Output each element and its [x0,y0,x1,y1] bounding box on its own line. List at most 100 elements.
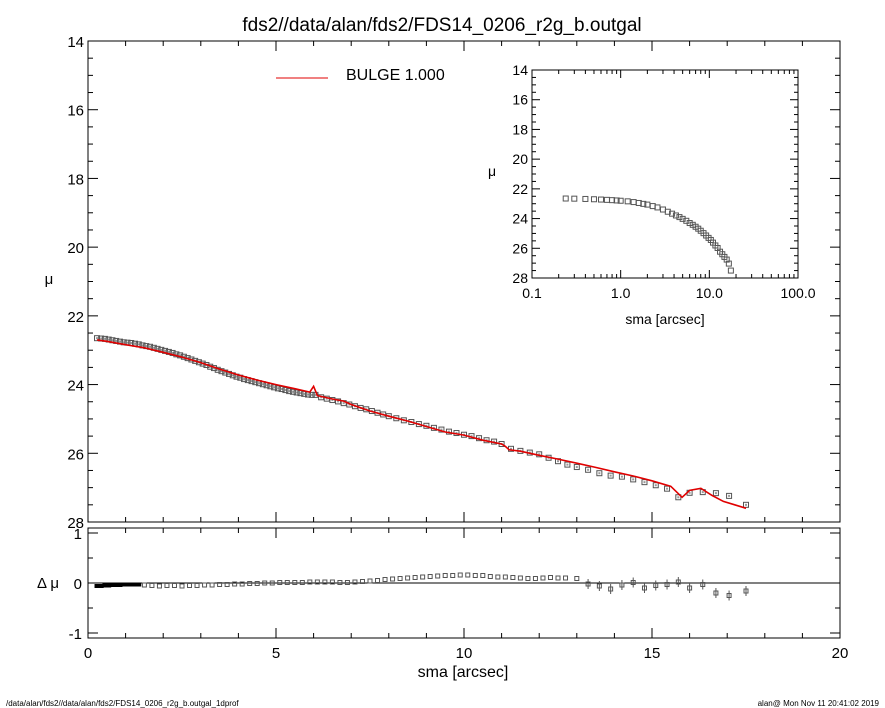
data-point-fill [130,341,133,344]
inset-x-axis-label: sma [arcsec] [625,311,704,327]
y-tick-label: 18 [67,171,84,188]
data-point [712,490,719,497]
residual-point [322,579,328,585]
residual-point [367,578,373,584]
residual-point [224,582,230,587]
inset-point [727,267,734,274]
inset-point [613,197,620,204]
data-point [585,466,592,473]
main-x-axis-label: sma [arcsec] [418,664,509,681]
data-point [743,501,749,508]
y-tick-label: 20 [512,151,528,167]
residual-point [517,575,523,581]
residual-point [465,572,471,578]
data-point-fill [455,432,458,435]
residual-data-points [94,572,749,601]
data-point-fill [100,337,103,340]
residual-point [314,579,320,585]
data-point-fill [111,339,114,342]
data-point-fill [209,365,212,368]
main-data-points [94,335,749,508]
residual-point [337,580,343,585]
y-tick-label: 22 [67,309,84,326]
residual-point [269,580,275,586]
data-point-fill [310,393,313,396]
main-panel: 14 16 18 20 22 24 26 28 μ BULGE 1.000 [45,34,841,532]
data-point-fill [566,463,569,466]
residual-point [164,583,170,588]
main-axis-ticks [87,40,841,523]
inset-point [664,208,671,215]
residual-point [487,574,493,579]
y-tick-label: 18 [512,121,528,137]
inset-x-tick-labels: 0.1 1.0 10.0 100.0 [522,285,815,301]
data-point-fill [96,337,99,340]
data-point [289,388,296,395]
data-point-fill [447,430,450,433]
data-point-fill [701,491,704,494]
residual-point [239,581,245,587]
residual-point [359,579,365,584]
residual-point [98,584,104,588]
inset-point [571,195,578,202]
data-point-fill [609,474,612,477]
residual-point [344,580,350,585]
residual-point [106,583,112,588]
residual-point [299,580,305,585]
data-point-fill [239,376,242,379]
inset-point [676,214,683,221]
y-tick-label: 28 [512,270,528,286]
residual-point [540,575,546,581]
residual-point [179,583,185,589]
data-point-fill [258,382,261,385]
data-point-fill [134,342,136,345]
residual-point [405,575,411,581]
residual-point [149,583,155,588]
data-point-fill [280,388,283,391]
residual-point [94,584,100,588]
data-point-fill [122,341,125,344]
inset-point [617,197,624,204]
residual-point [450,573,456,578]
data-point-fill [276,387,279,390]
residual-point [480,573,486,578]
data-point-fill [179,354,182,357]
inset-y-tick-labels: 14 16 18 20 22 24 26 28 [512,62,528,286]
x-tick-label: 5 [272,645,280,662]
residual-point [382,577,388,582]
data-point-fill [220,370,223,373]
residual-point [472,573,478,578]
residual-point [121,582,127,587]
x-tick-label: 0 [84,645,92,662]
data-point [573,464,580,471]
data-point-fill [632,478,635,481]
data-point-fill [440,428,443,431]
data-point-fill [118,340,121,343]
residual-point [510,575,516,580]
residual-point [247,581,253,586]
data-point-fill [538,453,541,456]
data-point-fill [246,379,249,382]
data-point-fill [212,367,215,370]
data-point-fill [331,399,334,402]
data-point-fill [643,481,646,484]
y-tick-label: 26 [512,240,528,256]
footer-file-path: /data/alan/fds2//data/alan/fds2/FDS14_02… [6,699,239,708]
residual-y-tick-labels: 1 0 -1 [69,526,82,643]
residual-point [284,580,290,585]
residual-point [352,579,358,585]
data-point-fill [575,466,578,469]
y-tick-label: 22 [512,181,528,197]
data-point-fill [164,349,167,352]
x-tick-label: 20 [832,645,849,662]
data-point-fill [137,343,140,346]
data-point-fill [688,491,691,494]
residual-point [262,580,268,586]
x-tick-label: 1.0 [611,285,631,301]
data-point-fill [654,484,657,487]
y-tick-label: 14 [512,62,528,78]
bulge-model-line [96,339,747,510]
data-point-fill [598,472,601,475]
footer-timestamp: alan@ Mon Nov 11 20:41:02 2019 [758,699,880,708]
data-point [596,470,603,477]
